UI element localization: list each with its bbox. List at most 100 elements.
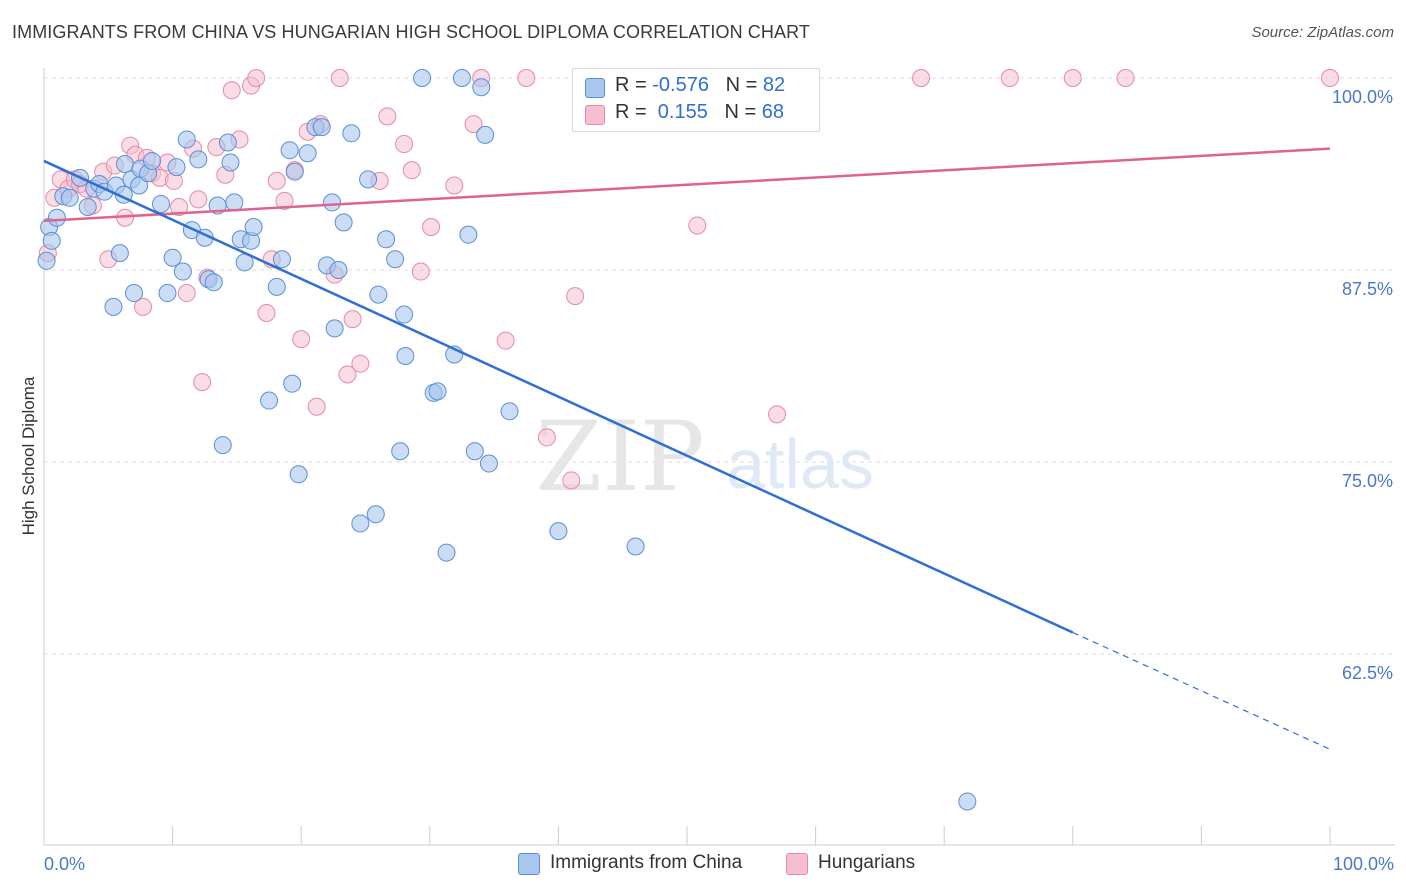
hungarian-swatch	[585, 105, 605, 125]
y-tick-label: 62.5%	[1342, 663, 1393, 683]
china-point	[110, 244, 129, 263]
china-point	[391, 442, 410, 461]
n-label: N =	[724, 101, 762, 123]
china-point	[225, 193, 244, 212]
china-point	[334, 213, 353, 232]
china-point	[189, 150, 208, 169]
china-trend-extension	[1072, 631, 1331, 750]
hungarian-point	[292, 330, 311, 349]
hungarian-point	[189, 190, 208, 209]
hungarian-point	[395, 135, 414, 154]
hungarian-point	[402, 161, 421, 180]
china-point	[452, 69, 471, 87]
hungarian-point	[566, 287, 585, 306]
china-point	[272, 250, 291, 269]
hungarian-point	[517, 69, 536, 87]
china-point	[437, 543, 456, 562]
china-point	[104, 297, 123, 316]
y-tick-label: 100.0%	[1332, 87, 1393, 107]
n-label: N =	[725, 74, 763, 96]
hungarian-trend-line	[43, 147, 1331, 223]
china-point	[244, 217, 263, 236]
n-value: 82	[762, 74, 786, 96]
china-point	[42, 231, 61, 250]
china-point	[125, 284, 144, 303]
china-point	[260, 391, 279, 410]
r-label: R =	[615, 101, 653, 123]
china-point	[329, 261, 348, 279]
china-point	[396, 347, 415, 366]
hungarian-point	[1000, 69, 1019, 87]
china-point	[325, 319, 344, 338]
stats-text-china: R = -0.576 N = 82	[615, 74, 785, 97]
hungarian-point	[222, 81, 241, 100]
y-tick-label: 87.5%	[1342, 279, 1393, 299]
china-point	[158, 284, 177, 303]
china-point	[476, 125, 495, 144]
china-point	[351, 514, 370, 533]
hungarian-point	[338, 365, 357, 384]
china-point	[78, 198, 97, 217]
hungarian-legend-label: Hungarians	[818, 852, 916, 873]
hungarian-point	[170, 198, 189, 217]
hungarian-point	[562, 471, 581, 490]
china-point	[459, 225, 478, 244]
stats-row-hungarian: R = 0.155 N = 68	[573, 101, 819, 127]
hungarian-point	[411, 262, 430, 281]
china-point	[218, 133, 237, 152]
china-point	[359, 170, 378, 189]
watermark-zip: ZIP	[535, 401, 704, 513]
y-tick-label: 75.0%	[1342, 471, 1393, 491]
source-credit: Source: ZipAtlas.com	[1251, 24, 1394, 41]
r-value: 0.155	[652, 101, 708, 123]
china-point	[143, 151, 162, 170]
china-point	[285, 162, 304, 181]
r-label: R =	[615, 74, 653, 96]
china-point	[312, 118, 331, 137]
x-tick-label-min: 0.0%	[44, 854, 85, 874]
hungarian-point	[378, 107, 397, 126]
hungarian-point	[464, 115, 483, 134]
watermark-atlas: atlas	[726, 425, 874, 503]
hungarian-point	[275, 191, 294, 210]
china-point	[323, 193, 342, 212]
hungarian-point	[768, 405, 787, 424]
series-legend: Immigrants from China Hungarians	[0, 852, 1406, 878]
china-point	[163, 248, 182, 267]
hungarian-point	[445, 176, 464, 195]
hungarian-legend-swatch	[786, 853, 808, 875]
china-point	[366, 505, 385, 524]
x-tick-label-max: 100.0%	[1333, 854, 1394, 874]
n-value: 68	[761, 101, 785, 123]
hungarian-point	[537, 428, 556, 447]
hungarian-point	[267, 171, 286, 190]
axes	[43, 68, 1395, 846]
hungarian-point	[496, 331, 515, 350]
y-axis-label: High School Diploma	[19, 376, 38, 535]
china-point	[428, 382, 447, 401]
china-point	[167, 158, 186, 177]
china-point	[549, 522, 568, 541]
gridlines	[44, 77, 1395, 655]
hungarian-point	[351, 354, 370, 373]
r-value: -0.576	[652, 74, 709, 96]
hungarian-point	[177, 284, 196, 303]
hungarian-point	[1116, 69, 1135, 87]
hungarian-point	[193, 373, 212, 392]
china-point	[267, 277, 286, 296]
watermark: ZIP atlas	[535, 401, 874, 513]
china-point	[413, 69, 432, 87]
china-point	[37, 251, 56, 270]
china-point	[221, 153, 240, 172]
china-legend-label: Immigrants from China	[550, 852, 743, 873]
china-point	[152, 194, 171, 213]
china-point	[280, 141, 299, 160]
hungarian-point	[912, 69, 931, 87]
china-point	[465, 442, 484, 461]
x-axis-tick-labels: 0.0% 100.0%	[44, 854, 1394, 874]
china-point	[626, 537, 645, 556]
china-point	[47, 208, 66, 227]
chart-title: IMMIGRANTS FROM CHINA VS HUNGARIAN HIGH …	[12, 22, 810, 42]
china-point	[177, 130, 196, 149]
